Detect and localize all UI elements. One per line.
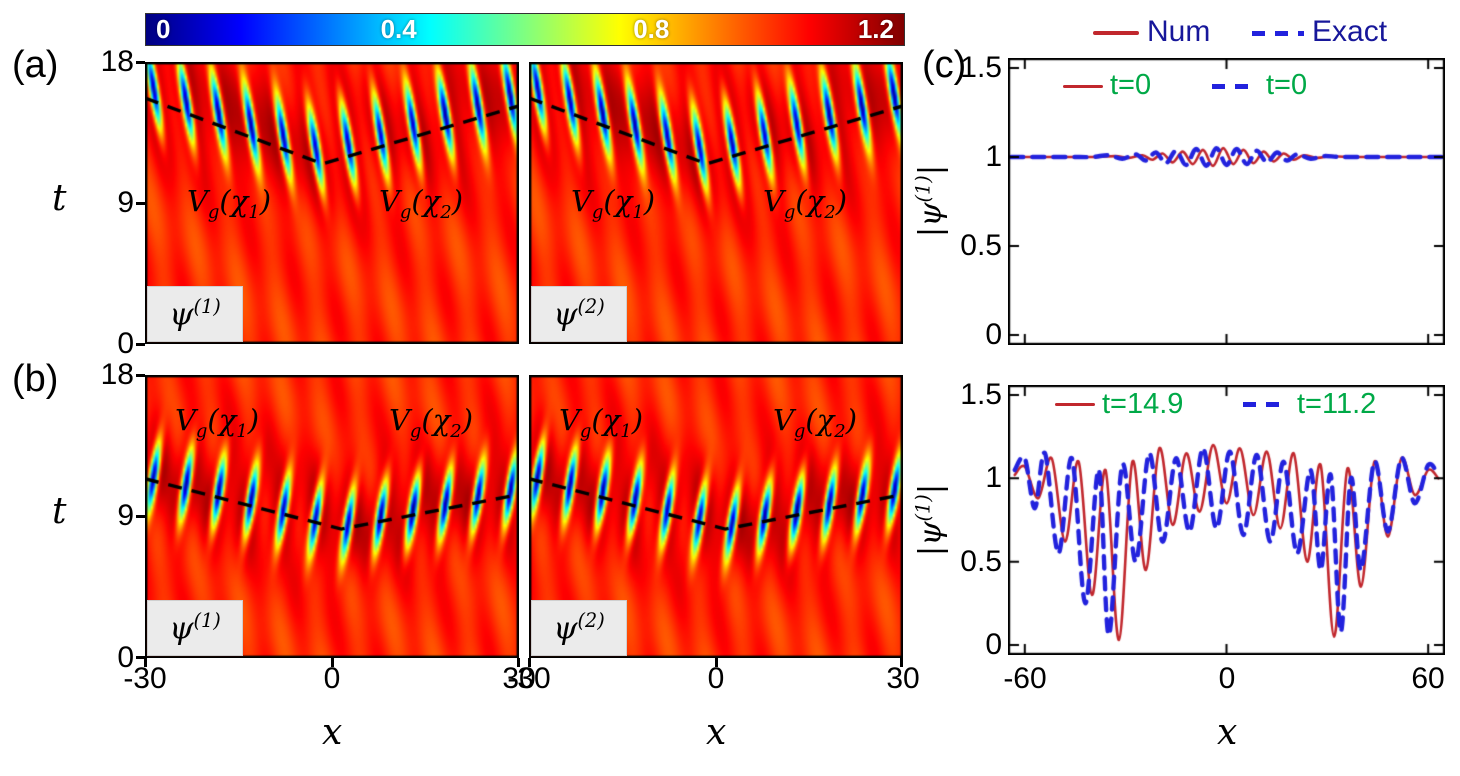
field-label: ψ(1) bbox=[169, 609, 221, 647]
axis-tick-mark bbox=[136, 515, 145, 518]
ctop-legend-blue-label: t=0 bbox=[1266, 69, 1308, 101]
axis-tick-mark bbox=[517, 658, 520, 667]
line-chart-bottom bbox=[1008, 385, 1445, 655]
panel-letter-b: (b) bbox=[12, 358, 59, 400]
line-chart-top bbox=[1008, 58, 1445, 345]
vg-label-left: Vg(χ1) bbox=[174, 403, 260, 442]
cbot-legend-red-line bbox=[1055, 403, 1095, 406]
legend-exact-label: Exact bbox=[1312, 15, 1388, 48]
t-tick-a-18: 18 bbox=[100, 45, 134, 78]
field-label-box: ψ(1) bbox=[147, 600, 243, 656]
t-tick-b-0: 0 bbox=[117, 641, 134, 674]
cbot-legend-blue-line bbox=[1243, 402, 1289, 407]
colorbar: 0 0.4 0.8 1.2 bbox=[145, 13, 905, 46]
t-axis-label-b: t bbox=[52, 491, 67, 532]
heatmap-panel-a1: Vg(χ1) Vg(χ2) ψ(1) bbox=[145, 62, 519, 344]
cy-bot-15: 1.5 bbox=[960, 378, 1002, 411]
line-chart-top-canvas bbox=[1008, 58, 1445, 345]
cx-tick-60: 60 bbox=[1411, 662, 1445, 695]
colorbar-tick-12: 1.2 bbox=[857, 14, 894, 44]
ctop-legend-blue-line bbox=[1212, 84, 1258, 89]
cy-bot-05: 0.5 bbox=[960, 545, 1002, 578]
colorbar-tick-08: 0.8 bbox=[633, 14, 670, 44]
cy-axis-label-top: |ψ(1)| bbox=[911, 164, 949, 238]
colorbar-tick-04: 0.4 bbox=[380, 14, 417, 44]
vg-label-left: Vg(χ1) bbox=[570, 184, 656, 223]
t-tick-a-9: 9 bbox=[117, 186, 134, 219]
cy-bot-0: 0 bbox=[985, 628, 1002, 661]
field-label: ψ(2) bbox=[553, 609, 605, 647]
axis-tick-mark bbox=[136, 61, 145, 64]
field-label-box: ψ(2) bbox=[531, 286, 627, 342]
vg-label-right: Vg(χ2) bbox=[762, 184, 848, 223]
heatmap-panel-a2: Vg(χ1) Vg(χ2) ψ(2) bbox=[529, 62, 903, 344]
axis-tick-mark bbox=[136, 374, 145, 377]
cbot-legend-blue-label: t=11.2 bbox=[1297, 388, 1377, 420]
axis-tick-mark bbox=[136, 656, 145, 659]
field-label: ψ(2) bbox=[553, 295, 605, 333]
panel-letter-a: (a) bbox=[12, 44, 59, 86]
heatmap-panel-b1: Vg(χ1) Vg(χ2) ψ(1) bbox=[145, 375, 519, 658]
line-chart-bottom-canvas bbox=[1008, 385, 1445, 655]
vg-label-right: Vg(χ2) bbox=[378, 184, 464, 223]
cx-tick-0: 0 bbox=[1218, 662, 1236, 695]
legend-num-label: Num bbox=[1147, 15, 1211, 48]
cx-tick-m60: -60 bbox=[1003, 662, 1047, 695]
x-tick-b1-0: 0 bbox=[323, 662, 341, 695]
axis-tick-mark bbox=[528, 658, 531, 667]
x-tick-b1-30: 30 bbox=[502, 662, 536, 695]
field-label-box: ψ(2) bbox=[531, 600, 627, 656]
cbot-legend-red-label: t=14.9 bbox=[1102, 388, 1184, 420]
ctop-legend-red-line bbox=[1063, 85, 1103, 88]
x-axis-label-1: x bbox=[322, 712, 343, 753]
vg-label-left: Vg(χ1) bbox=[186, 184, 272, 223]
legend-num-line bbox=[1093, 31, 1139, 35]
axis-tick-mark bbox=[136, 202, 145, 205]
vg-label-right: Vg(χ2) bbox=[388, 403, 474, 442]
x-tick-b2-m30: -30 bbox=[507, 662, 551, 695]
t-tick-a-0: 0 bbox=[117, 327, 134, 360]
panel-letter-c: (c) bbox=[922, 44, 967, 86]
heatmap-panel-b2: Vg(χ1) Vg(χ2) ψ(2) bbox=[529, 375, 903, 658]
field-label-box: ψ(1) bbox=[147, 286, 243, 342]
axis-tick-mark bbox=[331, 658, 334, 667]
t-tick-b-9: 9 bbox=[117, 499, 134, 532]
cx-axis-label: x bbox=[1217, 712, 1238, 753]
axis-tick-mark bbox=[715, 658, 718, 667]
colorbar-tick-0: 0 bbox=[156, 14, 171, 44]
cy-top-1: 1 bbox=[985, 140, 1002, 173]
x-tick-b1-m30: -30 bbox=[123, 662, 167, 695]
cy-bot-1: 1 bbox=[985, 461, 1002, 494]
t-axis-label-a: t bbox=[52, 178, 67, 219]
axis-tick-mark bbox=[900, 658, 903, 667]
cy-axis-label-bottom: |ψ(1)| bbox=[911, 483, 949, 557]
x-tick-b2-30: 30 bbox=[886, 662, 920, 695]
legend-exact-line bbox=[1252, 31, 1304, 36]
field-label: ψ(1) bbox=[169, 295, 221, 333]
axis-tick-mark bbox=[136, 343, 145, 346]
x-tick-b2-0: 0 bbox=[707, 662, 725, 695]
x-axis-label-2: x bbox=[706, 712, 727, 753]
axis-tick-mark bbox=[144, 658, 147, 667]
vg-label-right: Vg(χ2) bbox=[772, 403, 858, 442]
cy-top-05: 0.5 bbox=[960, 229, 1002, 262]
t-tick-b-18: 18 bbox=[100, 358, 134, 391]
cy-top-0: 0 bbox=[985, 318, 1002, 351]
vg-label-left: Vg(χ1) bbox=[558, 403, 644, 442]
ctop-legend-red-label: t=0 bbox=[1110, 69, 1152, 101]
cy-top-15: 1.5 bbox=[960, 51, 1002, 84]
